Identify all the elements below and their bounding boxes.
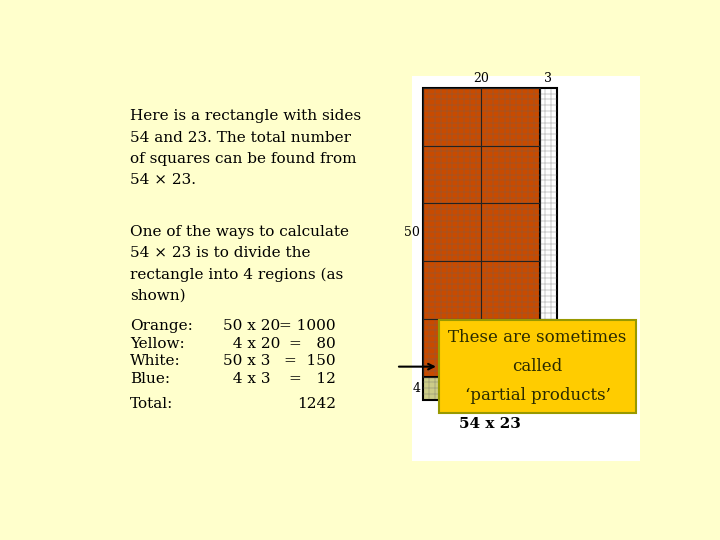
Text: Orange:: Orange: (130, 319, 193, 333)
Text: Blue:: Blue: (130, 372, 171, 386)
Text: Yellow:: Yellow: (130, 336, 185, 350)
Text: 4 x 20: 4 x 20 (223, 336, 281, 350)
Text: =   12: = 12 (289, 372, 336, 386)
Text: 50 x 3: 50 x 3 (223, 354, 271, 368)
Text: 50 x 20: 50 x 20 (223, 319, 281, 333)
Bar (423, 88, 539, 377)
Text: These are sometimes
called
‘partial products’: These are sometimes called ‘partial prod… (449, 329, 626, 404)
Text: 20: 20 (474, 72, 490, 85)
Text: 50: 50 (404, 226, 420, 239)
Text: White:: White: (130, 354, 181, 368)
Bar (412, 76, 640, 461)
Text: 1242: 1242 (297, 397, 336, 411)
Text: 54 x 23: 54 x 23 (459, 417, 521, 431)
Text: =   80: = 80 (289, 336, 336, 350)
Bar (423, 88, 557, 400)
Bar (539, 88, 557, 377)
Text: 4: 4 (412, 382, 420, 395)
Bar (539, 377, 557, 400)
Text: Here is a rectangle with sides
54 and 23. The total number
of squares can be fou: Here is a rectangle with sides 54 and 23… (130, 110, 361, 187)
Bar (423, 377, 539, 400)
Text: =  150: = 150 (284, 354, 336, 368)
Bar (438, 320, 636, 413)
Text: 3: 3 (544, 72, 552, 85)
Text: Total:: Total: (130, 397, 174, 411)
Text: = 1000: = 1000 (279, 319, 336, 333)
Text: One of the ways to calculate
54 × 23 is to divide the
rectangle into 4 regions (: One of the ways to calculate 54 × 23 is … (130, 225, 349, 303)
Text: 4 x 3: 4 x 3 (223, 372, 271, 386)
